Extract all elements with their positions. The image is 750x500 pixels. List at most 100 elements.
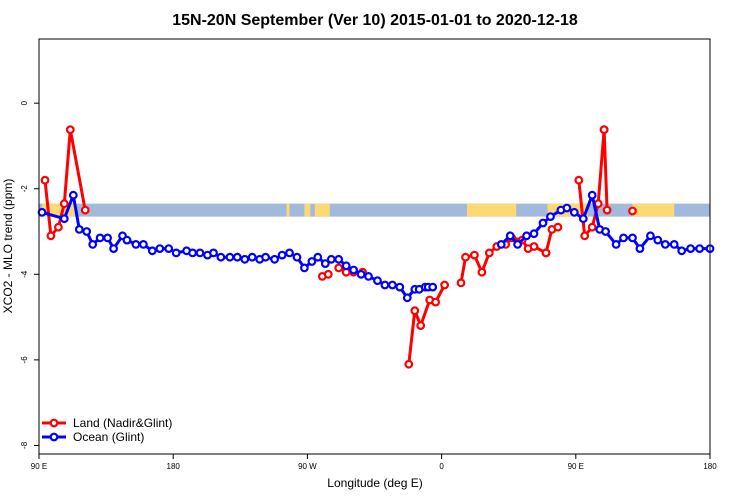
ocean-data-point xyxy=(122,235,132,245)
land-data-point xyxy=(529,242,539,251)
land-band-segment xyxy=(632,203,675,217)
land-data-point xyxy=(65,125,75,135)
ocean-data-point xyxy=(109,244,118,254)
land-data-point xyxy=(461,252,470,262)
land-data-point xyxy=(410,306,420,316)
y-axis-label: XCO2 - MLO trend (ppm) xyxy=(1,179,15,314)
ocean-data-point xyxy=(349,265,359,275)
land-data-point xyxy=(46,231,56,241)
land-band-segment xyxy=(314,203,330,217)
ocean-data-point xyxy=(373,276,382,286)
ocean-data-point xyxy=(569,207,579,217)
land-band-segment xyxy=(304,203,311,217)
land-band-segment xyxy=(286,203,290,217)
series-group xyxy=(37,125,715,369)
ocean-data-point xyxy=(103,233,112,243)
land-data-point xyxy=(477,267,487,277)
ocean-data-point xyxy=(496,239,506,249)
ocean-data-point xyxy=(522,231,531,241)
land-data-point xyxy=(484,248,494,258)
ocean-data-point xyxy=(164,244,174,254)
ocean-data-point xyxy=(660,239,670,249)
ocean-data-point xyxy=(261,252,271,262)
ocean-data-point xyxy=(277,250,287,260)
x-tick-label: 0 xyxy=(439,462,444,471)
ocean-data-point xyxy=(300,263,309,273)
ocean-data-point xyxy=(402,293,412,303)
ocean-data-point xyxy=(225,252,235,262)
x-tick-label: 90 E xyxy=(31,462,47,471)
legend-ocean-marker xyxy=(49,432,59,442)
ocean-data-point xyxy=(646,231,655,241)
ocean-data-point xyxy=(285,248,294,258)
ocean-data-point xyxy=(95,233,105,243)
land-data-point xyxy=(456,278,466,288)
y-axis: 0 -2 -4 -6 -8 xyxy=(20,100,39,449)
land-data-point xyxy=(59,199,69,209)
ocean-band xyxy=(39,203,710,217)
ocean-data-point xyxy=(147,246,157,256)
ocean-data-point xyxy=(578,214,588,224)
ocean-data-point xyxy=(74,224,84,234)
ocean-data-point xyxy=(538,218,548,228)
land-data-point xyxy=(404,359,414,369)
legend-ocean-label: Ocean (Glint) xyxy=(73,430,144,444)
y-tick-label: 0 xyxy=(20,100,29,105)
land-data-point xyxy=(334,263,344,273)
land-data-point xyxy=(541,248,551,258)
legend-land-label: Land (Nadir&Glint) xyxy=(73,416,172,430)
ocean-data-point xyxy=(88,239,98,249)
ocean-data-point xyxy=(292,252,302,262)
ocean-data-point xyxy=(562,203,572,213)
ocean-data-point xyxy=(695,244,704,254)
ocean-data-point xyxy=(653,235,663,245)
ocean-data-point xyxy=(628,233,637,243)
ocean-data-point xyxy=(635,244,645,254)
land-data-point xyxy=(553,222,563,232)
ocean-data-point xyxy=(68,190,78,200)
ocean-data-point xyxy=(188,248,198,258)
ocean-data-point xyxy=(513,239,522,249)
ocean-data-point xyxy=(37,207,47,217)
ocean-data-point xyxy=(247,252,257,262)
ocean-data-point xyxy=(587,190,597,200)
land-data-point xyxy=(599,125,609,135)
ocean-data-point xyxy=(686,244,695,254)
x-axis-label: Longitude (deg E) xyxy=(327,476,422,490)
ocean-data-point xyxy=(388,280,397,290)
y-tick-label: -4 xyxy=(20,270,29,278)
ocean-data-point xyxy=(611,239,621,249)
ocean-data-point xyxy=(428,282,438,292)
ocean-data-point xyxy=(209,248,218,258)
ocean-data-point xyxy=(313,252,323,262)
ocean-data-point xyxy=(364,272,373,281)
ocean-data-point xyxy=(334,254,344,264)
ocean-data-point xyxy=(677,246,687,256)
ocean-data-point xyxy=(341,261,351,271)
land-band-segment xyxy=(466,203,517,217)
land-data-point xyxy=(580,231,590,241)
ocean-data-point xyxy=(216,252,226,262)
ocean-data-point xyxy=(232,252,242,262)
ocean-data-point xyxy=(505,231,515,241)
x-tick-label: 90 W xyxy=(298,462,317,471)
land-data-point xyxy=(80,205,90,215)
ocean-data-point xyxy=(529,229,539,239)
plot-frame xyxy=(38,38,711,455)
ocean-data-point xyxy=(619,233,628,243)
ocean-data-point xyxy=(669,239,679,249)
ocean-data-point xyxy=(356,269,366,279)
land-data-point xyxy=(54,222,63,232)
ocean-data-point xyxy=(546,212,555,222)
ocean-data-point xyxy=(380,280,390,290)
ocean-data-point xyxy=(171,248,181,258)
land-data-point xyxy=(323,269,333,279)
ocean-data-point xyxy=(82,227,92,236)
ocean-data-point xyxy=(270,254,280,264)
land-data-point xyxy=(470,250,479,260)
x-axis: 90 E 180 90 W 0 90 E 180 xyxy=(31,454,717,471)
ocean-data-point xyxy=(59,214,69,224)
y-tick-label: -2 xyxy=(20,185,29,193)
x-tick-label: 90 E xyxy=(568,462,584,471)
